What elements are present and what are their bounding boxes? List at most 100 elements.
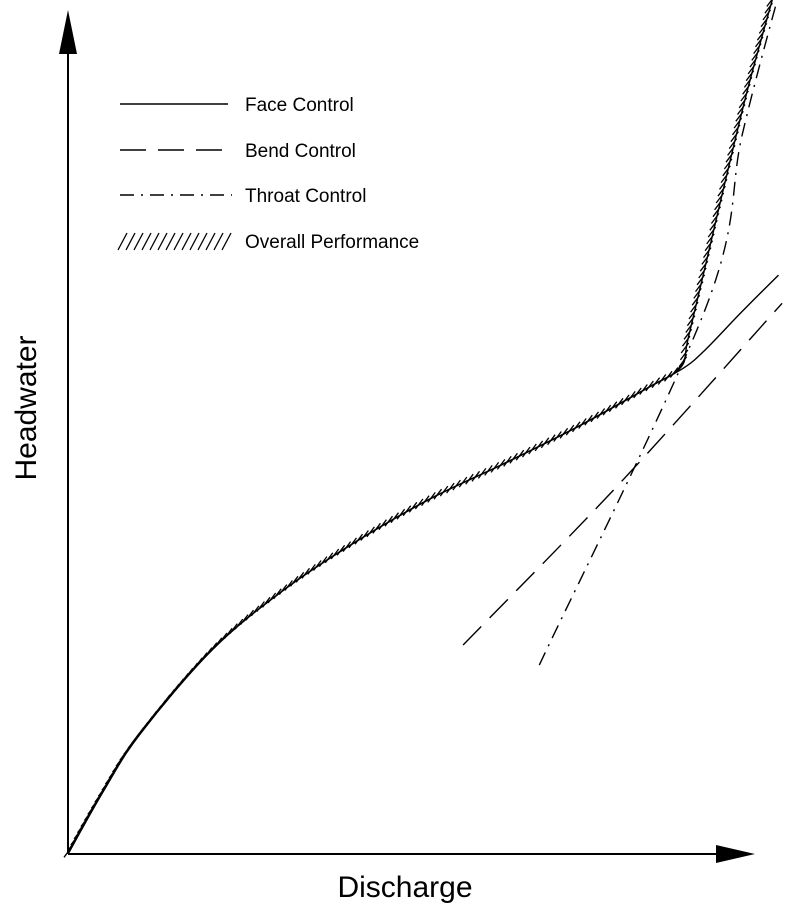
hatch-tick (73, 828, 83, 840)
legend-hatch-tick (173, 232, 184, 251)
hatch-tick (471, 470, 481, 482)
hatch-tick (602, 404, 612, 416)
hatch-tick (509, 452, 518, 464)
hatch-tick (245, 609, 255, 621)
hatch-tick (730, 131, 739, 143)
hatch-tick (433, 488, 443, 500)
hatch-tick (66, 840, 76, 852)
legend-hatch-tick (181, 232, 192, 251)
hatch-tick (764, 2, 773, 14)
hatch-tick (702, 247, 712, 258)
hatch-tick (651, 377, 661, 389)
series-hatch-overall-performance (63, 0, 773, 858)
hatch-tick (97, 785, 107, 797)
hatch-tick (83, 810, 93, 821)
hatch-tick (547, 434, 556, 446)
hatch-tick (590, 411, 600, 423)
hatch-tick (101, 779, 110, 791)
hatch-tick (477, 468, 487, 479)
hatch-tick (484, 465, 493, 476)
hatch-tick (736, 104, 746, 115)
hatch-tick (584, 414, 593, 426)
hatch-tick (402, 505, 412, 517)
hatch-tick (421, 495, 430, 507)
hatch-tick (756, 29, 766, 41)
series-line-overall-performance (67, 0, 773, 855)
hatch-tick (657, 374, 667, 385)
hatch-tick (194, 657, 203, 669)
series-line-bend-control (462, 302, 783, 646)
hatch-tick (521, 446, 531, 458)
hatch-tick (559, 427, 569, 439)
hatch-tick (63, 846, 73, 858)
x-axis-label: Discharge (337, 871, 472, 903)
hatch-tick (723, 158, 733, 170)
hatch-tick (313, 560, 322, 571)
hatch-tick (372, 522, 381, 534)
hatch-tick (686, 315, 696, 327)
hatch-tick (707, 226, 717, 238)
hatch-tick (553, 431, 562, 442)
hatch-tick (289, 575, 299, 587)
hatch-tick (284, 580, 293, 591)
hatch-tick (742, 83, 751, 95)
hatch-tick (714, 199, 723, 211)
hatch-tick (712, 206, 722, 218)
hatch-tick (731, 124, 741, 136)
hatch-tick (753, 43, 762, 54)
hatch-tick (354, 533, 364, 545)
hatch-tick (318, 556, 328, 567)
series-line-throat-control (538, 0, 778, 666)
hatch-tick (633, 387, 642, 399)
hatch-tick (728, 138, 738, 149)
hatch-tick (198, 652, 208, 664)
hatch-tick (749, 56, 758, 68)
hatch-tick (681, 335, 691, 347)
hatch-tick (267, 592, 277, 604)
legend: Face Control Bend Control Throat Control… (117, 95, 419, 253)
hatch-tick (390, 512, 400, 524)
legend-item-bend-control: Bend Control (120, 141, 356, 162)
hatch-tick (710, 213, 720, 224)
hatch-tick (218, 632, 228, 644)
hatch-tick (515, 449, 525, 461)
hatch-tick (111, 761, 121, 773)
x-axis-arrow (716, 845, 755, 863)
hatch-tick (330, 548, 340, 560)
hatch-tick (458, 476, 468, 488)
hatch-tick (709, 219, 718, 231)
hatch-tick (360, 530, 369, 541)
legend-hatch-tick (213, 232, 224, 251)
legend-hatch-tick (133, 232, 144, 251)
hatch-tick (578, 418, 587, 429)
hatch-tick (446, 482, 455, 494)
hatch-tick (87, 804, 96, 815)
hatch-tick (250, 605, 260, 617)
hatch-tick (614, 397, 624, 409)
legend-item-throat-control: Throat Control (120, 186, 366, 207)
legend-label-face-control: Face Control (245, 95, 354, 116)
hatch-tick (722, 165, 731, 177)
legend-hatch-tick (141, 232, 152, 251)
hatch-tick (674, 362, 684, 374)
hatch-tick (680, 342, 690, 354)
hatch-tick (224, 627, 233, 639)
hatch-tick (706, 233, 715, 245)
hatch-tick (496, 459, 506, 470)
y-axis-label: Headwater (10, 335, 43, 480)
hatch-tick (439, 485, 449, 497)
series-line-face-control (67, 274, 779, 855)
legend-hatch-tick (205, 232, 216, 251)
hatch-tick (725, 151, 735, 163)
hatch-tick (663, 370, 673, 382)
hatch-tick (621, 394, 630, 406)
hatch-tick (203, 647, 213, 659)
hatch-tick (239, 614, 249, 625)
hatch-tick (639, 384, 648, 395)
hatch-tick (691, 294, 701, 306)
hatch-tick (704, 240, 714, 252)
hatch-tick (571, 421, 581, 433)
hatch-tick (396, 508, 406, 520)
hatch-tick (688, 308, 698, 320)
